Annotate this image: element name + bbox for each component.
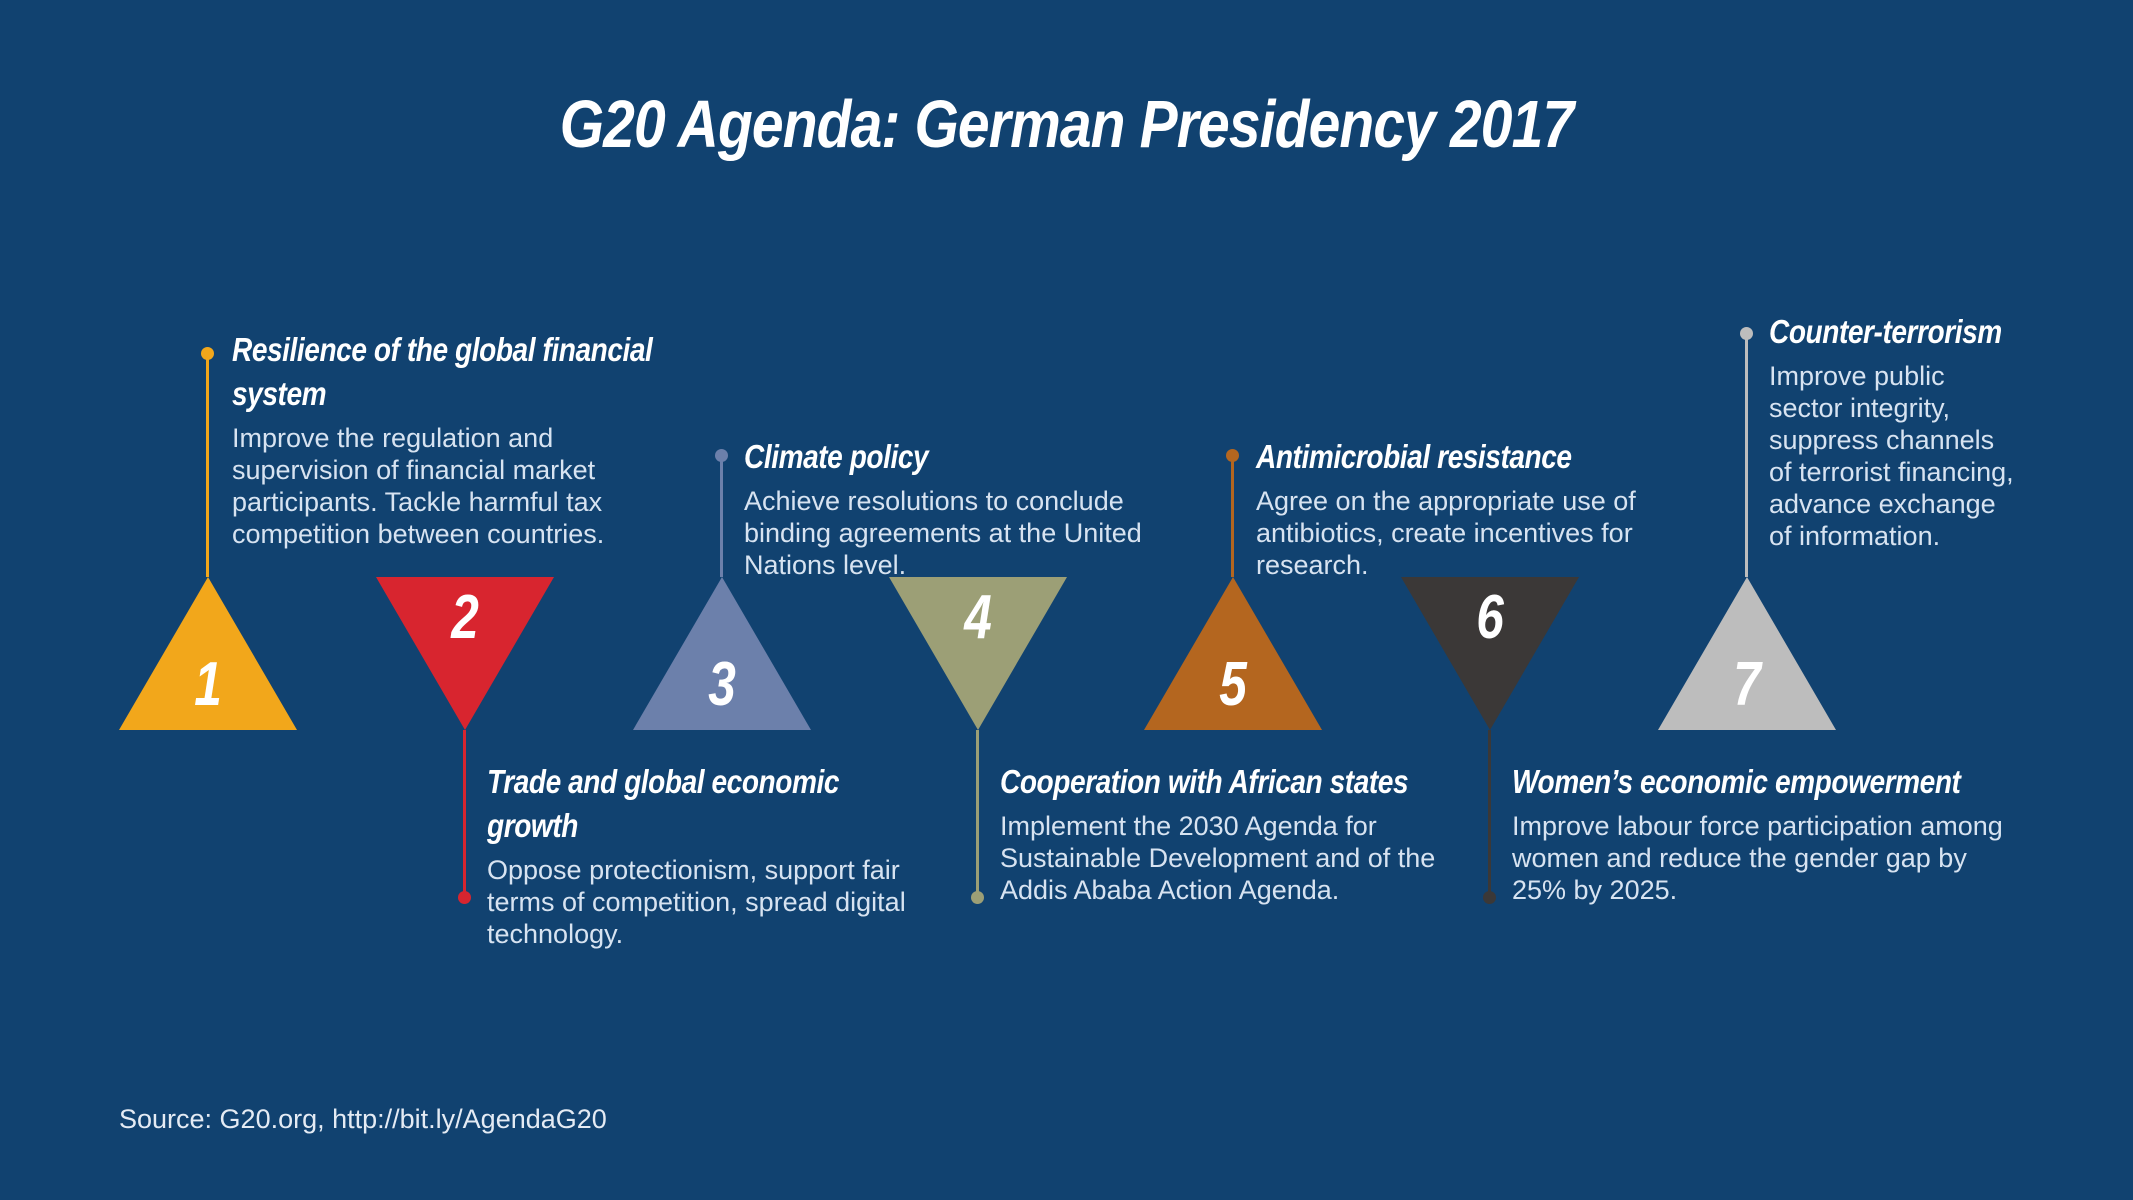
item-6-body: Improve labour force participation among… (1512, 811, 2003, 905)
source-attribution: Source: G20.org, http://bit.ly/AgendaG20 (119, 1104, 607, 1134)
page-title: G20 Agenda: German Presidency 2017 (559, 87, 1574, 162)
item-6-connector-line (1488, 730, 1491, 898)
item-5-body: Agree on the appropriate use of antibiot… (1256, 486, 1636, 580)
item-2-connector-line (463, 730, 466, 898)
item-5-text-block: Antimicrobial resistance Agree on the ap… (1256, 435, 1726, 581)
item-5-heading: Antimicrobial resistance (1256, 438, 1572, 475)
item-6-text-block: Women’s economic empowerment Improve lab… (1512, 760, 2027, 906)
item-1-triangle: 1 (119, 577, 297, 730)
item-4-triangle: 4 (889, 577, 1067, 730)
item-3-connector-line (720, 456, 723, 577)
item-4-text-block: Cooperation with African states Implemen… (1000, 760, 1450, 906)
item-2-body: Oppose protectionism, support fair terms… (487, 855, 906, 949)
item-3-number: 3 (708, 650, 736, 719)
item-7-number: 7 (1733, 650, 1761, 719)
item-1-heading: Resilience of the global financial syste… (232, 331, 653, 412)
item-5-number: 5 (1219, 650, 1247, 719)
item-3-text-block: Climate policy Achieve resolutions to co… (744, 435, 1214, 581)
item-5-connector-line (1231, 456, 1234, 577)
item-1-connector-line (206, 355, 209, 577)
item-2-dot (458, 891, 471, 904)
item-7-text-block: Counter-terrorism Improve public sector … (1769, 310, 2014, 552)
item-3-body: Achieve resolutions to conclude binding … (744, 486, 1142, 580)
item-4-dot (971, 891, 984, 904)
item-1-text-block: Resilience of the global financial syste… (232, 328, 687, 550)
item-6-dot (1483, 891, 1496, 904)
item-4-number: 4 (964, 583, 992, 652)
item-6-heading: Women’s economic empowerment (1512, 763, 1961, 800)
item-6-triangle: 6 (1401, 577, 1579, 730)
item-7-body: Improve public sector integrity, suppres… (1769, 361, 2014, 551)
item-2-number: 2 (451, 583, 479, 652)
item-1-body: Improve the regulation and supervision o… (232, 423, 605, 549)
item-2-text-block: Trade and global economic growth Oppose … (487, 760, 917, 950)
item-3-heading: Climate policy (744, 438, 929, 475)
item-7-heading: Counter-terrorism (1769, 313, 2002, 350)
item-4-heading: Cooperation with African states (1000, 763, 1409, 800)
item-7-triangle: 7 (1658, 577, 1836, 730)
item-3-dot (715, 449, 728, 462)
item-3-triangle: 3 (633, 577, 811, 730)
item-7-connector-line (1745, 334, 1748, 577)
item-2-heading: Trade and global economic growth (487, 763, 840, 844)
item-2-triangle: 2 (376, 577, 554, 730)
item-5-dot (1226, 449, 1239, 462)
item-5-triangle: 5 (1144, 577, 1322, 730)
item-7-dot (1740, 327, 1753, 340)
item-6-number: 6 (1476, 583, 1504, 652)
item-4-body: Implement the 2030 Agenda for Sustainabl… (1000, 811, 1436, 905)
item-1-number: 1 (194, 650, 222, 719)
item-1-dot (201, 347, 214, 360)
item-4-connector-line (976, 730, 979, 898)
